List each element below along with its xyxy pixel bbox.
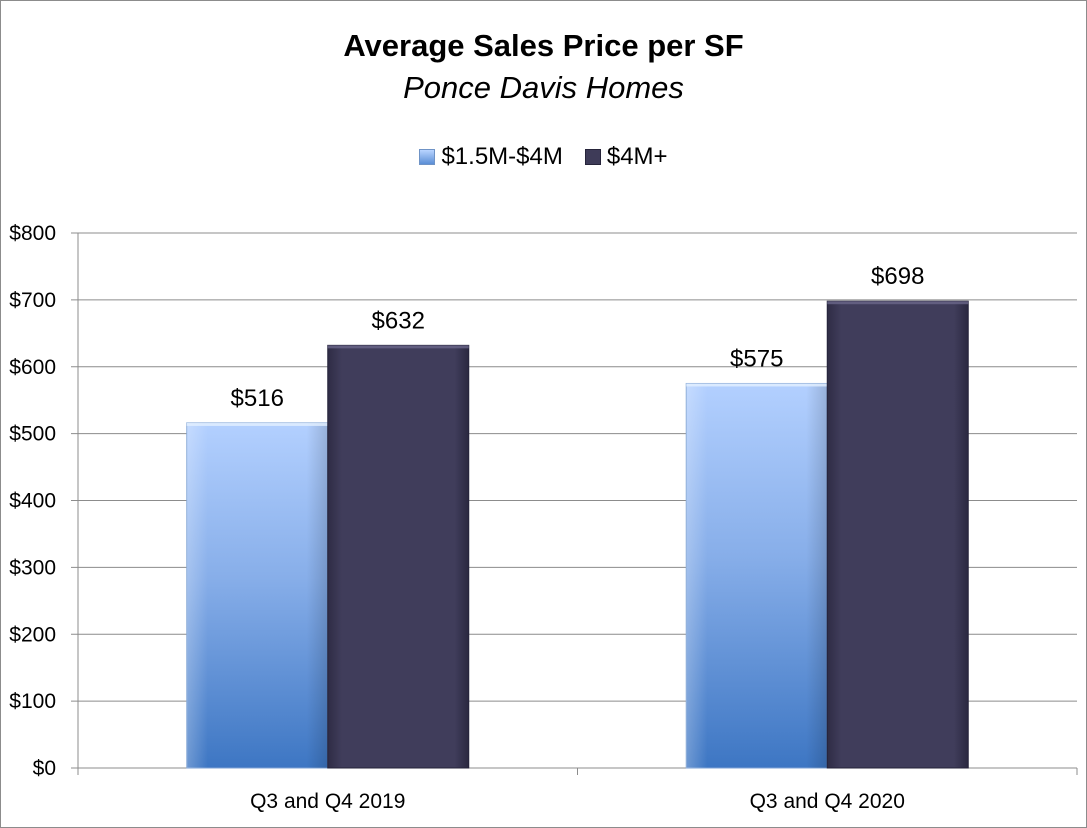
x-tick-label: Q3 and Q4 2020 [750, 790, 905, 813]
legend-swatch-series-1 [419, 149, 436, 165]
y-tick-label: $100 [9, 690, 56, 713]
y-tick-label: $200 [9, 623, 56, 646]
bar-shading [686, 383, 828, 768]
legend-item-series-1: $1.5M-$4M [419, 143, 563, 171]
y-tick-label: $300 [9, 556, 56, 579]
data-label: $632 [372, 307, 425, 334]
legend-item-series-2: $4M+ [584, 143, 668, 171]
bar-bevel [686, 383, 828, 387]
data-label: $575 [730, 345, 783, 372]
bar-bevel [186, 422, 328, 426]
bar-bevel [827, 301, 969, 305]
data-label: $698 [871, 263, 924, 290]
chart-subtitle: Ponce Davis Homes [403, 70, 684, 105]
bar-bevel [327, 345, 469, 349]
bar-shading [186, 422, 328, 768]
y-tick-label: $400 [9, 490, 56, 513]
legend-label-series-2: $4M+ [606, 143, 668, 170]
y-tick-label: $700 [9, 289, 56, 312]
legend-swatch-series-2 [584, 149, 601, 165]
x-tick-label: Q3 and Q4 2019 [250, 790, 405, 813]
y-tick-label: $500 [9, 423, 56, 446]
legend: $1.5M-$4M $4M+ [0, 143, 1087, 171]
y-tick-label: $600 [9, 356, 56, 379]
legend-label-series-1: $1.5M-$4M [441, 143, 563, 170]
chart-title: Average Sales Price per SF [343, 28, 744, 63]
data-label: $516 [231, 385, 284, 412]
bar-series-2 [826, 300, 969, 769]
y-tick-label: $0 [33, 757, 56, 780]
bar-series-2 [327, 344, 470, 769]
y-tick-label: $800 [9, 222, 56, 245]
